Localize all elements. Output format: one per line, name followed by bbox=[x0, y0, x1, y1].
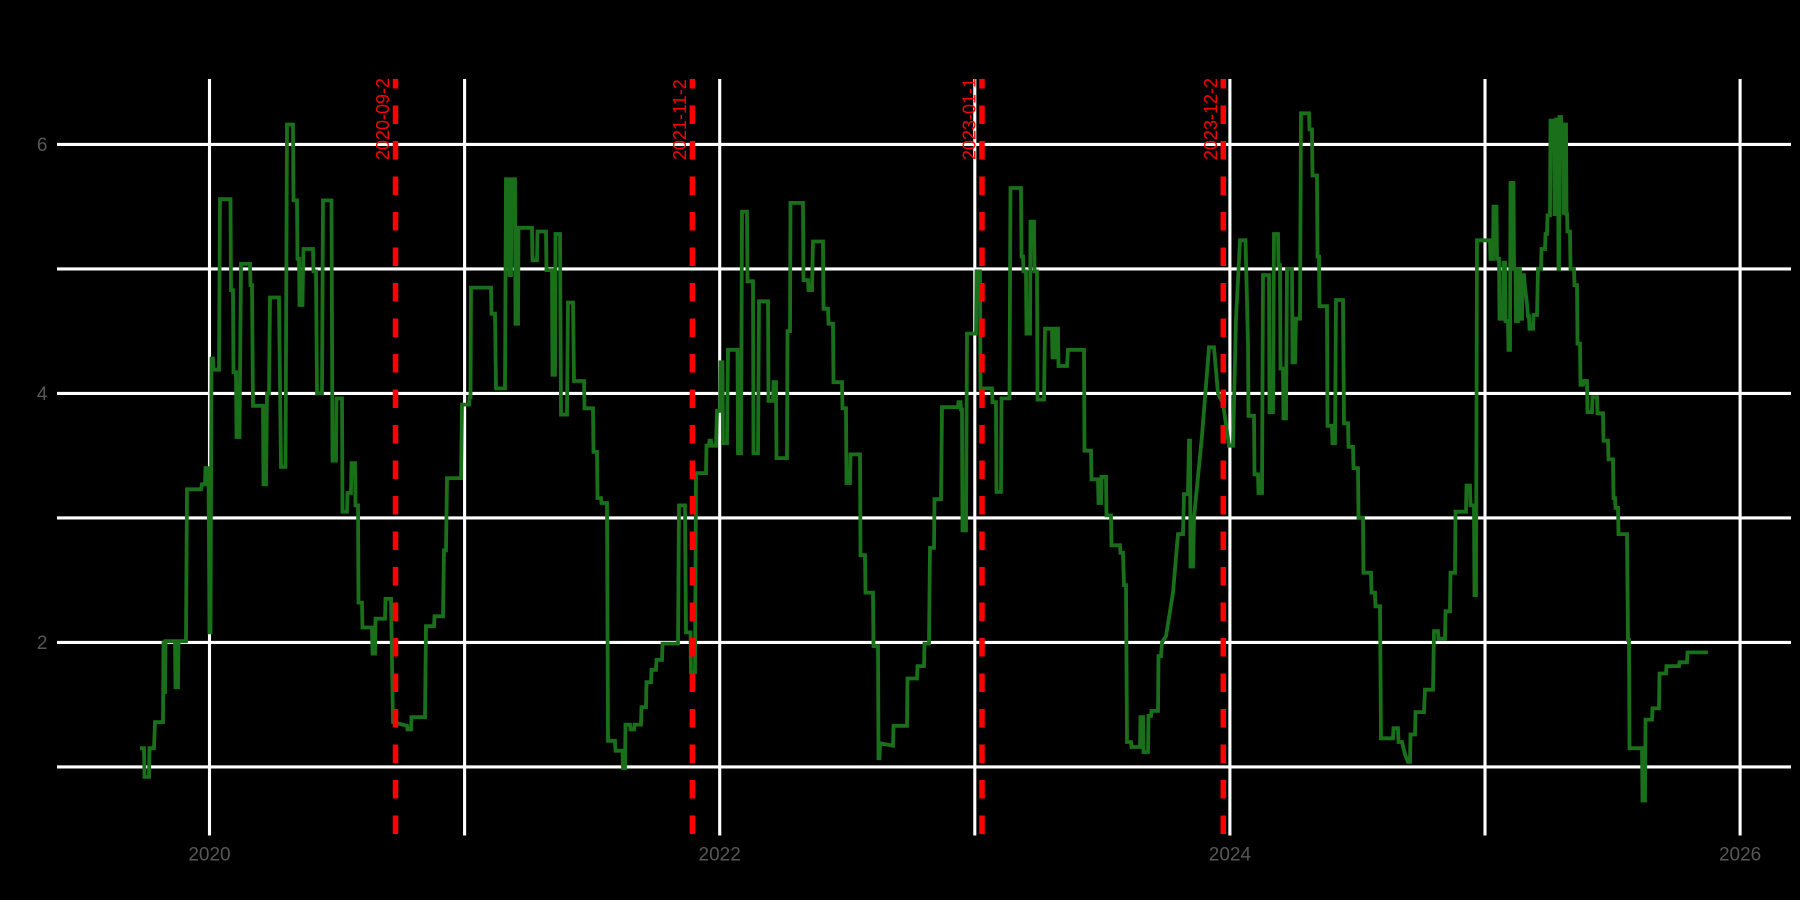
svg-text:2022: 2022 bbox=[699, 845, 741, 866]
svg-text:2024: 2024 bbox=[1209, 845, 1252, 866]
svg-text:2023-12-2: 2023-12-2 bbox=[1201, 78, 1221, 160]
svg-text:2023-01-1: 2023-01-1 bbox=[960, 78, 980, 160]
svg-text:4: 4 bbox=[37, 384, 48, 405]
svg-text:2026: 2026 bbox=[1719, 845, 1761, 866]
svg-text:2: 2 bbox=[37, 633, 48, 654]
svg-text:2021-11-2: 2021-11-2 bbox=[670, 79, 690, 160]
svg-text:2020-09-2: 2020-09-2 bbox=[373, 78, 393, 160]
svg-text:6: 6 bbox=[37, 135, 48, 156]
svg-text:2020: 2020 bbox=[188, 845, 230, 866]
